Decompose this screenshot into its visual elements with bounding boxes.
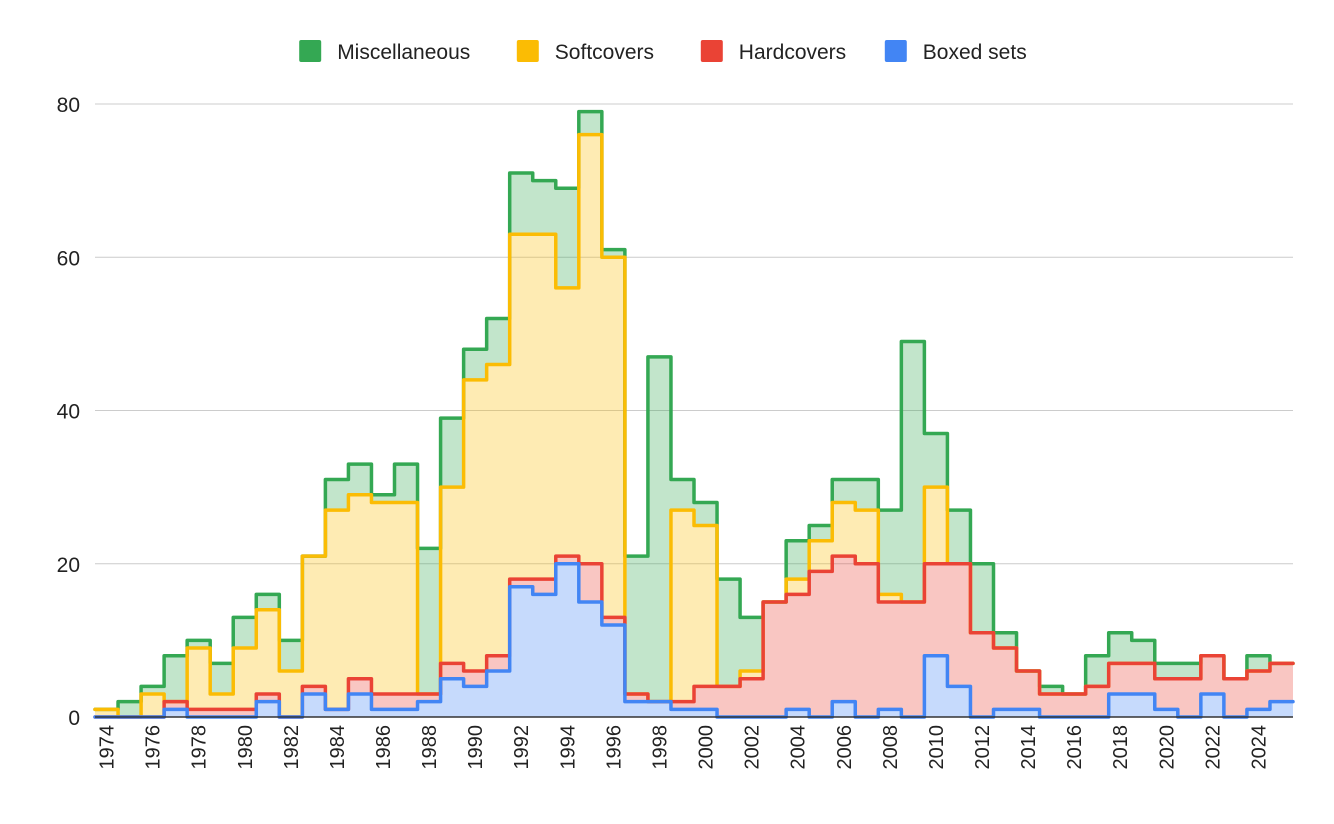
x-tick-label: 1980: [235, 725, 257, 770]
line-hardcovers: [93, 554, 1295, 719]
x-tick-label: 1994: [557, 725, 579, 770]
x-tick-label: 1982: [281, 725, 303, 770]
x-tick-label: 1988: [419, 725, 441, 770]
y-tick-label: 20: [57, 554, 80, 577]
x-tick-label: 1976: [143, 725, 165, 770]
legend-swatch-boxed-sets: [884, 40, 907, 62]
y-tick-label: 80: [57, 94, 80, 117]
area-softcovers: [95, 134, 1293, 717]
legend-swatch-softcovers: [516, 40, 539, 62]
x-tick-label: 2018: [1110, 725, 1132, 770]
legend-label-softcovers: Softcovers: [555, 41, 654, 64]
x-tick-label: 2012: [972, 725, 994, 770]
legend-label-miscellaneous: Miscellaneous: [337, 41, 470, 64]
x-tick-label: 1978: [189, 725, 211, 770]
legend-label-boxed-sets: Boxed sets: [923, 41, 1027, 64]
y-axis-ticks: 0 20 40 60 80: [57, 94, 80, 730]
x-tick-label: 2016: [1064, 725, 1086, 770]
x-tick-label: 2024: [1248, 725, 1270, 770]
x-tick-label: 2010: [926, 725, 948, 770]
x-tick-label: 2014: [1018, 725, 1040, 770]
x-tick-label: 2020: [1156, 725, 1178, 770]
area-hardcovers: [95, 556, 1293, 717]
y-tick-label: 40: [57, 401, 80, 424]
x-axis-ticks: 1974 1976 1978 1980 1982 1984 1986 1988 1990 1992…: [97, 725, 1271, 770]
legend-swatch-miscellaneous: [299, 40, 322, 62]
x-tick-label: 2022: [1202, 725, 1224, 770]
legend: Miscellaneous Softcovers Hardcovers Boxed s…: [299, 40, 1027, 64]
x-tick-label: 1986: [373, 725, 395, 770]
x-tick-label: 1974: [97, 725, 119, 770]
x-tick-label: 2006: [834, 725, 856, 770]
series-areas: [95, 111, 1293, 717]
x-tick-label: 1998: [649, 725, 671, 770]
x-tick-label: 1992: [511, 725, 533, 770]
x-tick-label: 2002: [742, 725, 764, 770]
x-tick-label: 1990: [465, 725, 487, 770]
y-tick-label: 0: [68, 707, 80, 730]
x-tick-label: 2000: [696, 725, 718, 770]
legend-swatch-hardcovers: [700, 40, 723, 62]
x-tick-label: 2008: [880, 725, 902, 770]
legend-label-hardcovers: Hardcovers: [739, 41, 846, 64]
x-tick-label: 1996: [603, 725, 625, 770]
y-tick-label: 60: [57, 247, 80, 270]
grid-lines: [95, 103, 1293, 565]
x-tick-label: 2004: [788, 725, 810, 770]
x-tick-label: 1984: [327, 725, 349, 770]
